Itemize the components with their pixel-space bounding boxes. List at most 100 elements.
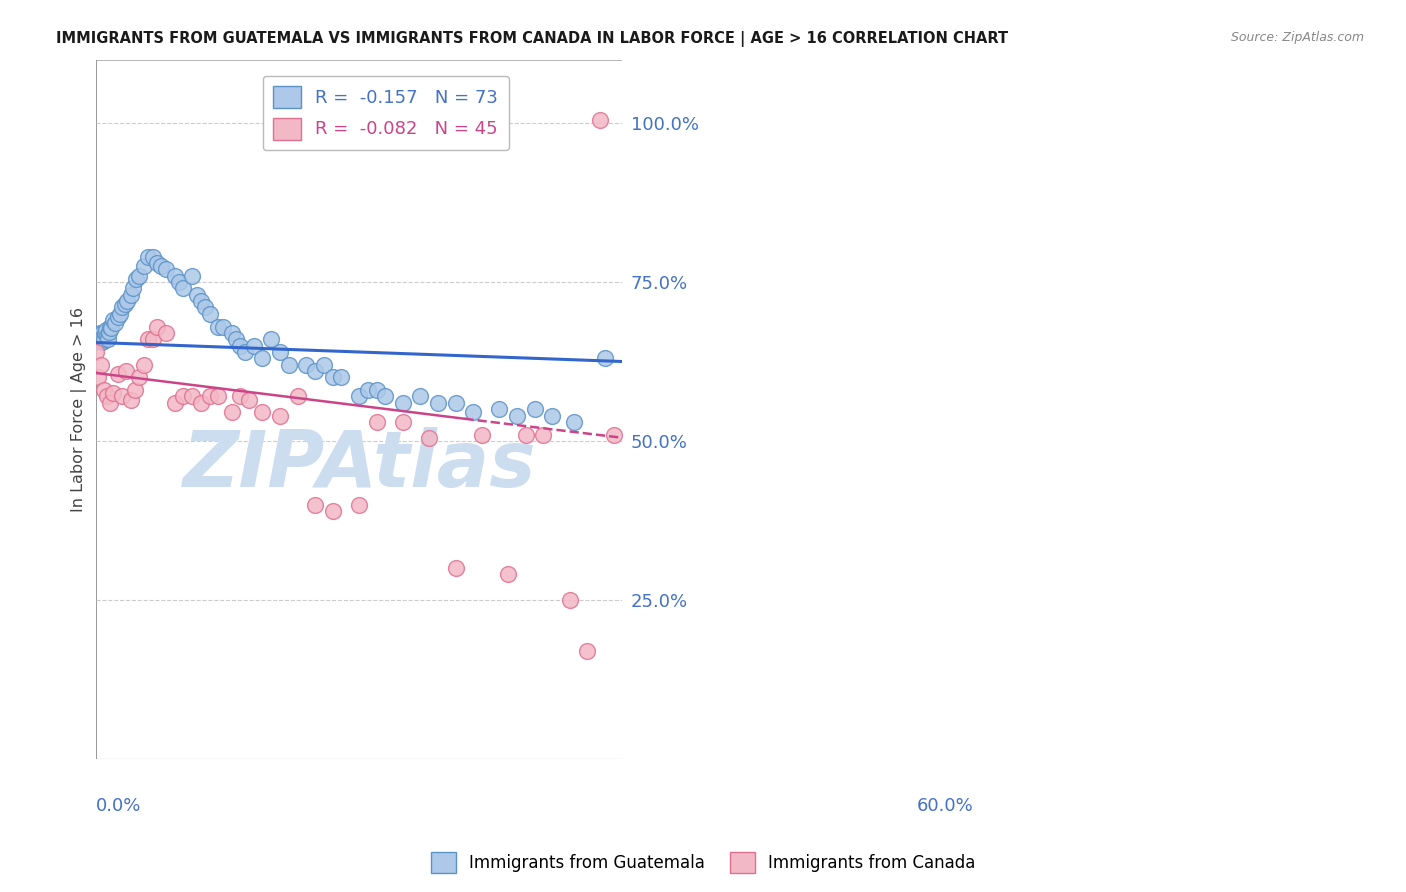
Point	[190, 396, 212, 410]
Point	[172, 389, 194, 403]
Legend: R =  -0.157   N = 73, R =  -0.082   N = 45: R = -0.157 N = 73, R = -0.082 N = 45	[263, 76, 509, 151]
Point	[444, 396, 467, 410]
Point	[94, 323, 117, 337]
Point	[163, 396, 186, 410]
Point	[496, 567, 519, 582]
Point	[87, 370, 110, 384]
Point	[347, 498, 370, 512]
Point	[101, 313, 124, 327]
Point	[212, 319, 235, 334]
Point	[198, 389, 221, 403]
Point	[593, 351, 616, 366]
Point	[132, 358, 155, 372]
Point	[269, 345, 291, 359]
Point	[506, 409, 529, 423]
Point	[114, 297, 136, 311]
Point	[93, 330, 115, 344]
Point	[186, 287, 208, 301]
Point	[96, 389, 118, 403]
Point	[392, 396, 415, 410]
Point	[181, 268, 204, 283]
Point	[87, 332, 110, 346]
Point	[357, 383, 380, 397]
Point	[120, 287, 142, 301]
Point	[107, 368, 129, 382]
Point	[392, 415, 415, 429]
Point	[93, 383, 115, 397]
Point	[238, 392, 260, 407]
Point	[277, 358, 299, 372]
Point	[304, 364, 326, 378]
Point	[115, 364, 138, 378]
Point	[287, 389, 309, 403]
Point	[221, 405, 243, 419]
Point	[242, 338, 264, 352]
Point	[172, 281, 194, 295]
Point	[252, 351, 274, 366]
Point	[84, 332, 107, 346]
Point	[322, 370, 344, 384]
Point	[146, 319, 169, 334]
Point	[366, 415, 388, 429]
Point	[347, 389, 370, 403]
Point	[589, 113, 612, 128]
Text: 60.0%: 60.0%	[917, 797, 973, 815]
Point	[100, 321, 122, 335]
Point	[107, 310, 129, 324]
Point	[207, 389, 229, 403]
Point	[90, 335, 112, 350]
Point	[128, 268, 150, 283]
Point	[322, 504, 344, 518]
Point	[295, 358, 318, 372]
Point	[602, 427, 624, 442]
Point	[125, 272, 148, 286]
Point	[98, 396, 121, 410]
Point	[531, 427, 554, 442]
Point	[366, 383, 388, 397]
Text: 0.0%: 0.0%	[96, 797, 141, 815]
Point	[576, 644, 599, 658]
Point	[86, 331, 108, 345]
Point	[207, 319, 229, 334]
Point	[374, 389, 396, 403]
Point	[120, 392, 142, 407]
Point	[252, 405, 274, 419]
Legend: Immigrants from Guatemala, Immigrants from Canada: Immigrants from Guatemala, Immigrants fr…	[423, 846, 983, 880]
Point	[104, 317, 127, 331]
Point	[93, 332, 115, 346]
Point	[269, 409, 291, 423]
Point	[471, 427, 494, 442]
Point	[221, 326, 243, 340]
Point	[115, 294, 138, 309]
Point	[229, 338, 252, 352]
Text: IMMIGRANTS FROM GUATEMALA VS IMMIGRANTS FROM CANADA IN LABOR FORCE | AGE > 16 CO: IMMIGRANTS FROM GUATEMALA VS IMMIGRANTS …	[56, 31, 1008, 47]
Point	[523, 402, 546, 417]
Point	[155, 262, 177, 277]
Point	[418, 431, 440, 445]
Point	[163, 268, 186, 283]
Point	[541, 409, 564, 423]
Point	[229, 389, 252, 403]
Text: Source: ZipAtlas.com: Source: ZipAtlas.com	[1230, 31, 1364, 45]
Point	[146, 256, 169, 270]
Point	[122, 281, 145, 295]
Point	[515, 427, 537, 442]
Point	[427, 396, 450, 410]
Point	[111, 301, 134, 315]
Point	[97, 325, 120, 339]
Y-axis label: In Labor Force | Age > 16: In Labor Force | Age > 16	[72, 307, 87, 512]
Point	[142, 250, 165, 264]
Point	[225, 332, 247, 346]
Point	[89, 326, 111, 340]
Point	[90, 358, 112, 372]
Point	[87, 329, 110, 343]
Point	[150, 259, 173, 273]
Point	[312, 358, 335, 372]
Point	[190, 294, 212, 309]
Point	[101, 386, 124, 401]
Point	[136, 250, 159, 264]
Point	[136, 332, 159, 346]
Point	[167, 275, 190, 289]
Point	[181, 389, 204, 403]
Point	[409, 389, 432, 403]
